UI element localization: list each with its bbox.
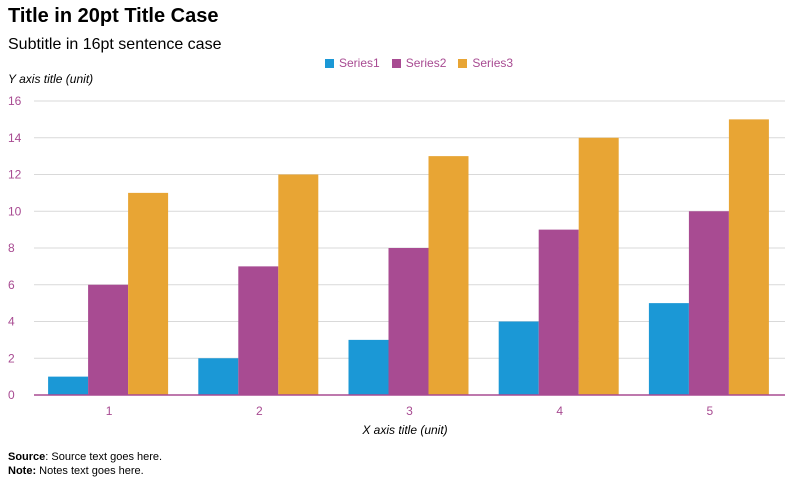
x-tick-label: 1 (106, 404, 113, 418)
bar-series2-2 (238, 266, 279, 395)
bar-series2-1 (88, 284, 129, 395)
y-tick-label: 6 (8, 278, 15, 292)
legend-item-series3: Series3 (458, 56, 513, 70)
legend-swatch-series1 (325, 58, 334, 68)
x-tick-label: 4 (556, 404, 563, 418)
bar-series2-3 (388, 248, 429, 395)
legend-label-series2: Series2 (405, 56, 447, 70)
legend-label-series3: Series3 (472, 56, 514, 70)
note-line: Note: Notes text goes here. (8, 464, 162, 478)
y-tick-label: 10 (8, 204, 22, 218)
bar-series1-5 (648, 303, 689, 395)
bar-series1-1 (48, 376, 89, 395)
y-axis-title: Y axis title (unit) (8, 72, 94, 86)
bar-series3-2 (278, 174, 319, 395)
note-text: Notes text goes here. (36, 465, 144, 477)
note-label: Note: (8, 465, 37, 477)
y-tick-label: 4 (8, 315, 15, 329)
bar-series3-4 (578, 137, 619, 395)
bar-series3-5 (728, 119, 769, 395)
y-tick-label: 0 (8, 388, 15, 402)
bar-series2-4 (538, 229, 579, 395)
legend-item-series1: Series1 (325, 56, 380, 70)
legend-label-series1: Series1 (339, 56, 380, 70)
bar-series1-3 (348, 339, 389, 395)
y-tick-label: 14 (8, 131, 22, 145)
bar-series1-2 (198, 358, 239, 395)
x-tick-label: 5 (707, 404, 714, 418)
x-tick-label: 2 (256, 404, 263, 418)
legend: Series1 Series2 Series3 (325, 55, 513, 71)
legend-swatch-series3 (458, 58, 468, 68)
bar-series2-5 (688, 211, 729, 395)
chart-subtitle: Subtitle in 16pt sentence case (8, 36, 222, 53)
chart-title: Title in 20pt Title Case (8, 5, 219, 27)
legend-swatch-series2 (391, 58, 401, 68)
x-axis-title: X axis title (unit) (362, 423, 448, 437)
source-label: Source (8, 451, 46, 463)
source-line: Source: Source text goes here. (8, 450, 162, 464)
bar-series1-4 (498, 321, 539, 395)
y-tick-label: 12 (8, 168, 22, 182)
x-tick-label: 3 (406, 404, 413, 418)
legend-item-series2: Series2 (391, 56, 447, 70)
y-tick-label: 2 (8, 351, 15, 365)
y-tick-label: 8 (8, 241, 15, 255)
bar-series3-3 (428, 156, 469, 395)
source-text: : Source text goes here. (45, 451, 163, 463)
y-tick-label: 16 (8, 94, 22, 108)
footer: Source: Source text goes here. Note: Not… (8, 450, 162, 478)
bar-series3-1 (128, 192, 169, 395)
